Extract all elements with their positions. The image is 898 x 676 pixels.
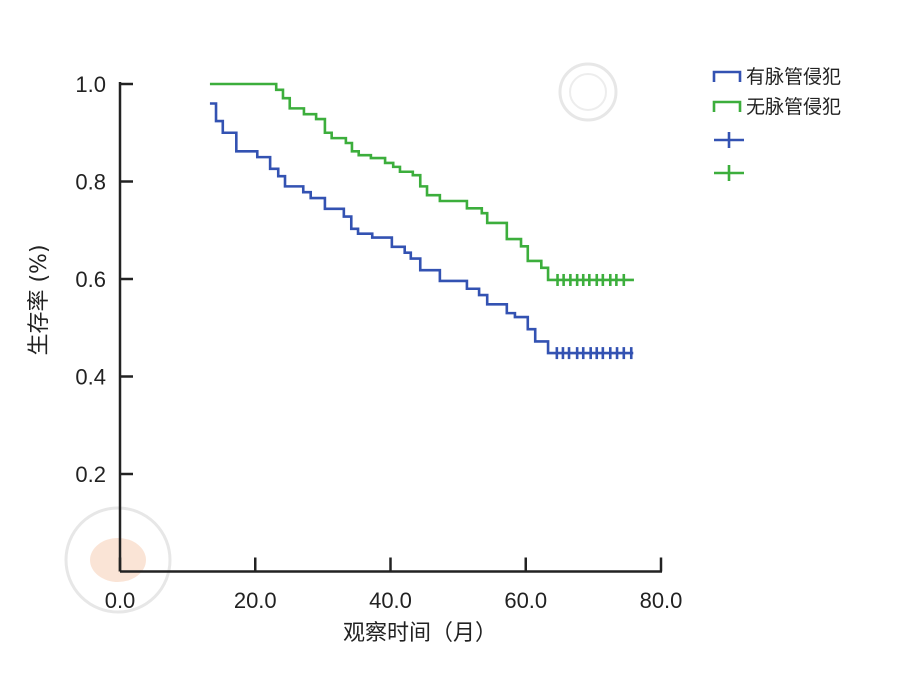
x-tick-label: 0.0: [105, 588, 136, 613]
watermark-logos: [64, 62, 618, 614]
x-axis-label: 观察时间（月）: [343, 621, 497, 646]
legend-label: 有脉管侵犯: [746, 66, 841, 88]
x-tick-label: 40.0: [369, 588, 412, 613]
legend-line-swatch: [712, 70, 742, 82]
survival-curve-1: [209, 102, 634, 355]
survival-curves: [209, 82, 634, 360]
x-tick-label: 80.0: [640, 588, 683, 613]
y-tick-label: 0.8: [75, 170, 106, 195]
watermark-map-shape: [90, 538, 146, 582]
y-tick-label: 1.0: [75, 72, 106, 97]
y-tick-label: 0.4: [75, 365, 106, 390]
y-tick-label: 0.2: [75, 462, 106, 487]
legend-line-swatch: [712, 100, 742, 112]
x-tick-label: 60.0: [504, 588, 547, 613]
y-tick-label: 0.6: [75, 267, 106, 292]
survival-curve-2: [209, 82, 634, 282]
axes: 0.0 20.0 40.0 60.0 80.0 0.2 0.4 0.6 0.8 1.0: [75, 72, 682, 613]
watermark-seal-top-inner: [569, 73, 607, 111]
watermark-seal-top: [558, 62, 618, 122]
y-axis-label: 生存率 (%): [27, 244, 52, 355]
watermark-seal-bottom: [64, 506, 172, 614]
x-tick-label: 20.0: [234, 588, 277, 613]
legend-label: 无脉管侵犯: [746, 96, 841, 118]
